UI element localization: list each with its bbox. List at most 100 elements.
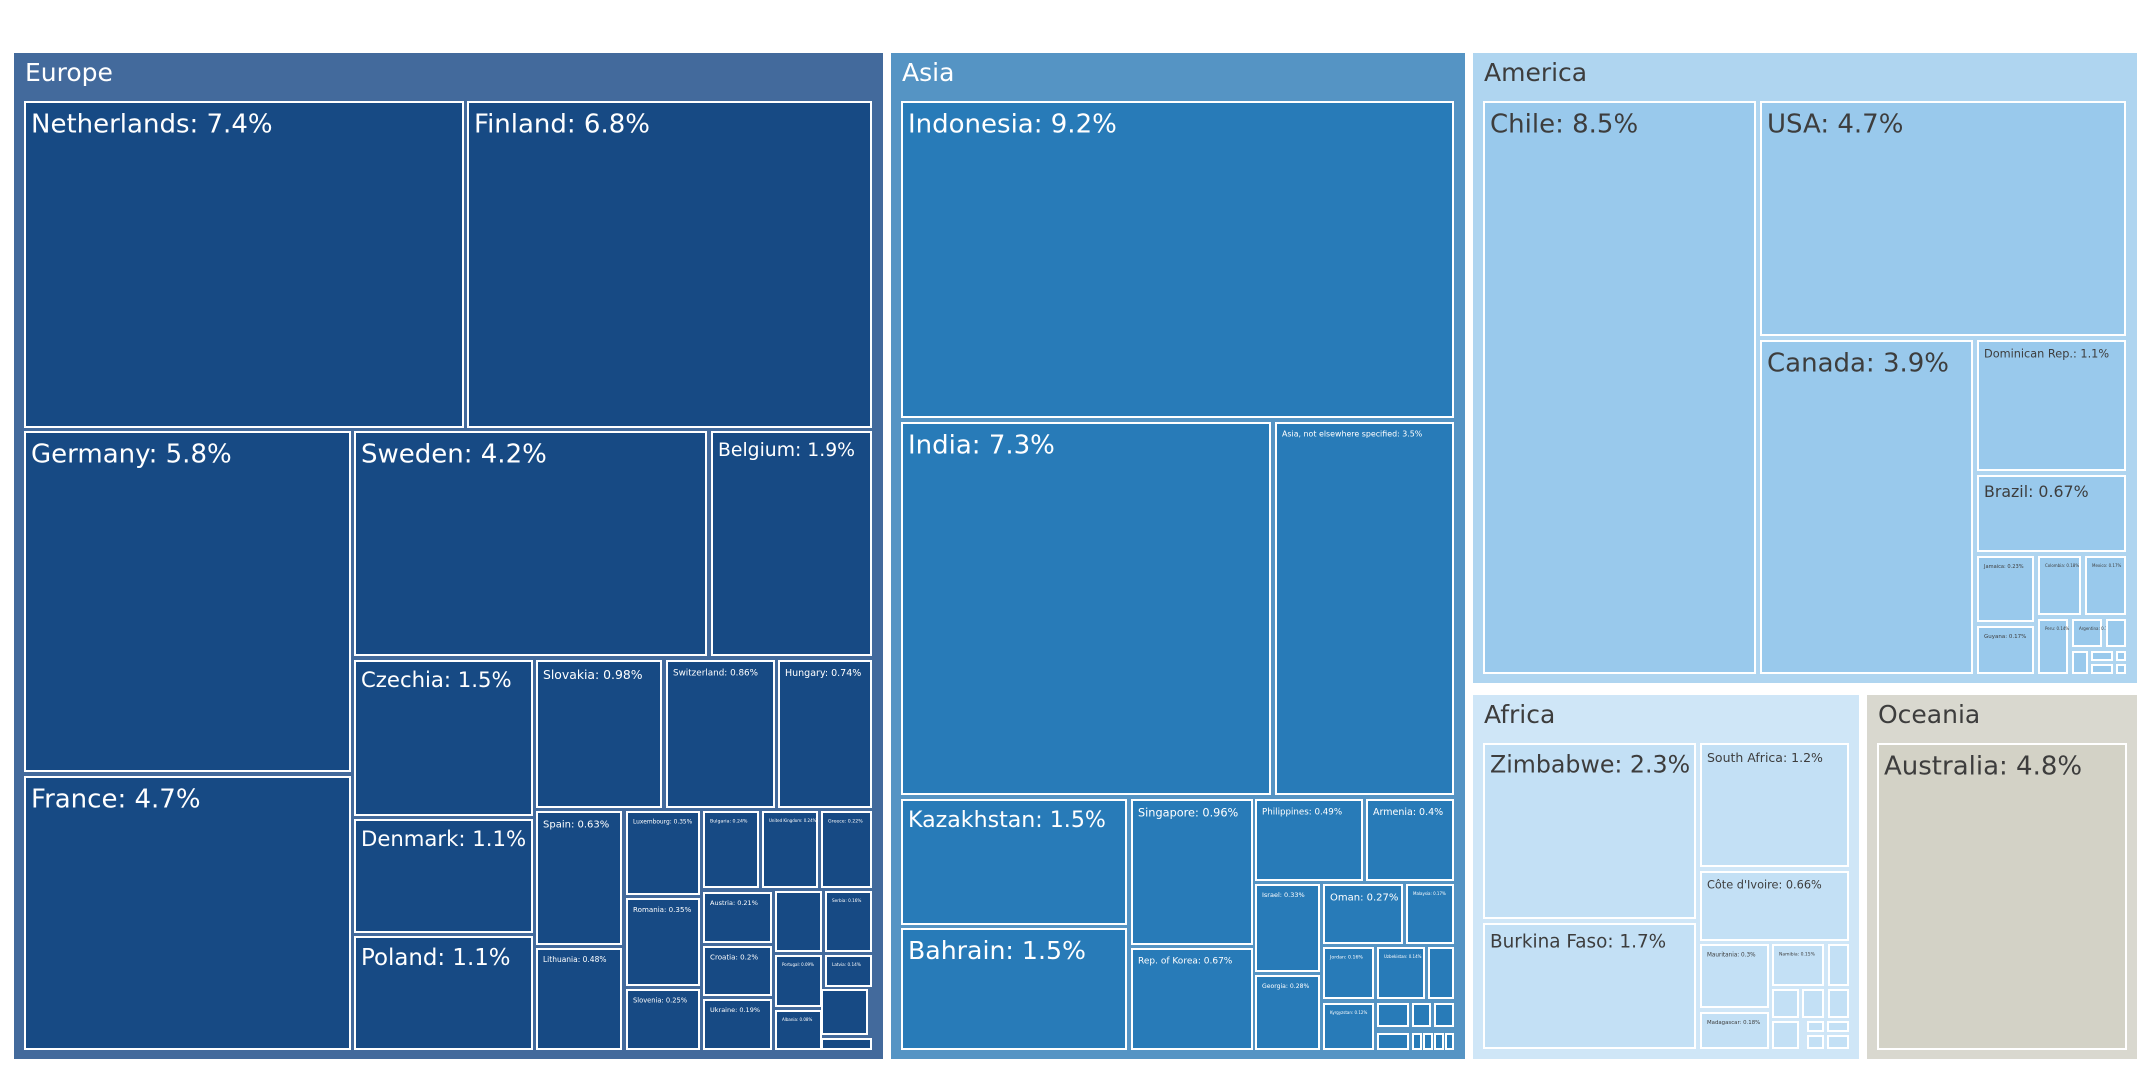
tile-brazil[interactable] (1977, 475, 2126, 552)
tile-albania[interactable] (775, 1010, 822, 1050)
tile-chile[interactable] (1483, 101, 1756, 674)
tile-india[interactable] (901, 422, 1271, 795)
tile-colombia[interactable] (2038, 556, 2081, 615)
tile-america-small-16[interactable] (2116, 664, 2126, 674)
tile-lithuania[interactable] (536, 948, 622, 1050)
tile-madagascar[interactable] (1700, 1012, 1769, 1049)
tile-belgium[interactable] (711, 431, 872, 656)
tile-asia-small-18[interactable] (1412, 1003, 1431, 1027)
tile-label-austria: Austria: 0.21% (710, 899, 758, 907)
tile-america-small-15[interactable] (2091, 664, 2113, 674)
tile-bulgaria[interactable] (703, 811, 759, 888)
tile-indonesia[interactable] (901, 101, 1454, 418)
tile-africa-small-9[interactable] (1802, 989, 1824, 1018)
tile-czechia[interactable] (354, 660, 533, 816)
tile-europe-small-23[interactable] (775, 891, 822, 952)
tile-switzerland[interactable] (666, 660, 775, 808)
tile-australia[interactable] (1877, 743, 2127, 1050)
tile-africa-small-15[interactable] (1827, 1035, 1849, 1049)
tile-armenia[interactable] (1366, 799, 1454, 881)
tile-africa-small-13[interactable] (1827, 1021, 1849, 1032)
tile-label-indonesia: Indonesia: 9.2% (908, 110, 1117, 140)
tile-mexico[interactable] (2085, 556, 2126, 615)
tile-south-africa[interactable] (1700, 743, 1849, 867)
tile-c-te-d-ivoire[interactable] (1700, 871, 1849, 941)
tile-ukraine[interactable] (703, 999, 772, 1050)
tile-label-brazil: Brazil: 0.67% (1984, 482, 2089, 501)
tile-asia-small-15[interactable] (1428, 947, 1454, 999)
tile-asia-small-19[interactable] (1434, 1003, 1454, 1027)
tile-kyrgyzstan[interactable] (1323, 1003, 1374, 1050)
tile-georgia[interactable] (1255, 975, 1320, 1050)
tile-usa[interactable] (1760, 101, 2126, 336)
tile-rep-of-korea[interactable] (1131, 948, 1253, 1050)
tile-asia-small-23[interactable] (1434, 1033, 1444, 1050)
tile-label-madagascar: Madagascar: 0.18% (1707, 1020, 1760, 1026)
tile-spain[interactable] (536, 811, 622, 945)
tile-france[interactable] (24, 776, 351, 1050)
tile-asia-not-elsewhere-specified[interactable] (1275, 422, 1454, 795)
tile-label-romania: Romania: 0.35% (633, 905, 691, 914)
tile-america-small-14[interactable] (2116, 651, 2126, 661)
tile-portugal[interactable] (775, 955, 822, 1007)
tile-bahrain[interactable] (901, 928, 1127, 1050)
tile-slovakia[interactable] (536, 660, 662, 808)
tile-hungary[interactable] (778, 660, 872, 808)
tile-malaysia[interactable] (1406, 884, 1454, 944)
tile-asia-small-21[interactable] (1412, 1033, 1422, 1050)
tile-germany[interactable] (24, 431, 351, 772)
tile-luxembourg[interactable] (626, 811, 700, 895)
tile-oman[interactable] (1323, 884, 1403, 944)
tile-uzbekistan[interactable] (1377, 947, 1425, 999)
tile-label-jordan: Jordan: 0.16% (1329, 955, 1363, 961)
tile-poland[interactable] (354, 936, 533, 1050)
tile-austria[interactable] (703, 892, 772, 943)
tile-europe-small-31[interactable] (821, 1038, 872, 1050)
tile-netherlands[interactable] (24, 101, 464, 428)
tile-europe-small-28[interactable] (821, 989, 868, 1035)
tile-sweden[interactable] (354, 431, 707, 656)
tile-africa-small-11[interactable] (1772, 1021, 1799, 1049)
tile-argentina[interactable] (2072, 619, 2102, 647)
group-label-america: America (1484, 58, 1587, 87)
tile-america-small-12[interactable] (2072, 651, 2088, 674)
tile-america-small-11[interactable] (2106, 619, 2126, 647)
tile-asia-small-22[interactable] (1423, 1033, 1433, 1050)
tile-asia-small-20[interactable] (1377, 1033, 1409, 1050)
tile-serbia[interactable] (825, 891, 872, 952)
tile-canada[interactable] (1760, 340, 1973, 674)
tile-africa-small-12[interactable] (1807, 1021, 1824, 1032)
tile-africa-small-8[interactable] (1772, 989, 1799, 1018)
tile-denmark[interactable] (354, 819, 533, 933)
tile-asia-small-17[interactable] (1377, 1003, 1409, 1027)
tile-africa-small-14[interactable] (1807, 1035, 1824, 1049)
tile-burkina-faso[interactable] (1483, 923, 1696, 1049)
tile-romania[interactable] (626, 898, 700, 986)
tile-africa-small-7[interactable] (1828, 944, 1849, 986)
tile-philippines[interactable] (1255, 799, 1363, 881)
tile-israel[interactable] (1255, 884, 1320, 972)
tile-greece[interactable] (821, 811, 872, 888)
tile-namibia[interactable] (1772, 944, 1824, 986)
tile-africa-small-10[interactable] (1828, 989, 1849, 1018)
tile-croatia[interactable] (703, 946, 772, 996)
tile-jamaica[interactable] (1977, 556, 2034, 622)
tile-dominican-rep[interactable] (1977, 340, 2126, 471)
tile-finland[interactable] (467, 101, 872, 428)
tile-united-kingdom[interactable] (762, 811, 818, 888)
tile-kazakhstan[interactable] (901, 799, 1127, 925)
tile-guyana[interactable] (1977, 626, 2034, 674)
tile-zimbabwe[interactable] (1483, 743, 1696, 919)
tile-label-netherlands: Netherlands: 7.4% (31, 110, 273, 140)
tile-asia-small-24[interactable] (1445, 1033, 1454, 1050)
tile-mauritania[interactable] (1700, 944, 1769, 1008)
group-label-europe: Europe (25, 58, 113, 87)
tile-jordan[interactable] (1323, 947, 1374, 999)
tile-peru[interactable] (2038, 619, 2068, 674)
group-europe: Europe Netherlands: 7.4% Finland: 6.8% Germ… (14, 53, 883, 1059)
tile-latvia[interactable] (825, 955, 872, 987)
tile-slovenia[interactable] (626, 989, 700, 1050)
tile-america-small-13[interactable] (2091, 651, 2113, 661)
tile-singapore[interactable] (1131, 799, 1253, 945)
